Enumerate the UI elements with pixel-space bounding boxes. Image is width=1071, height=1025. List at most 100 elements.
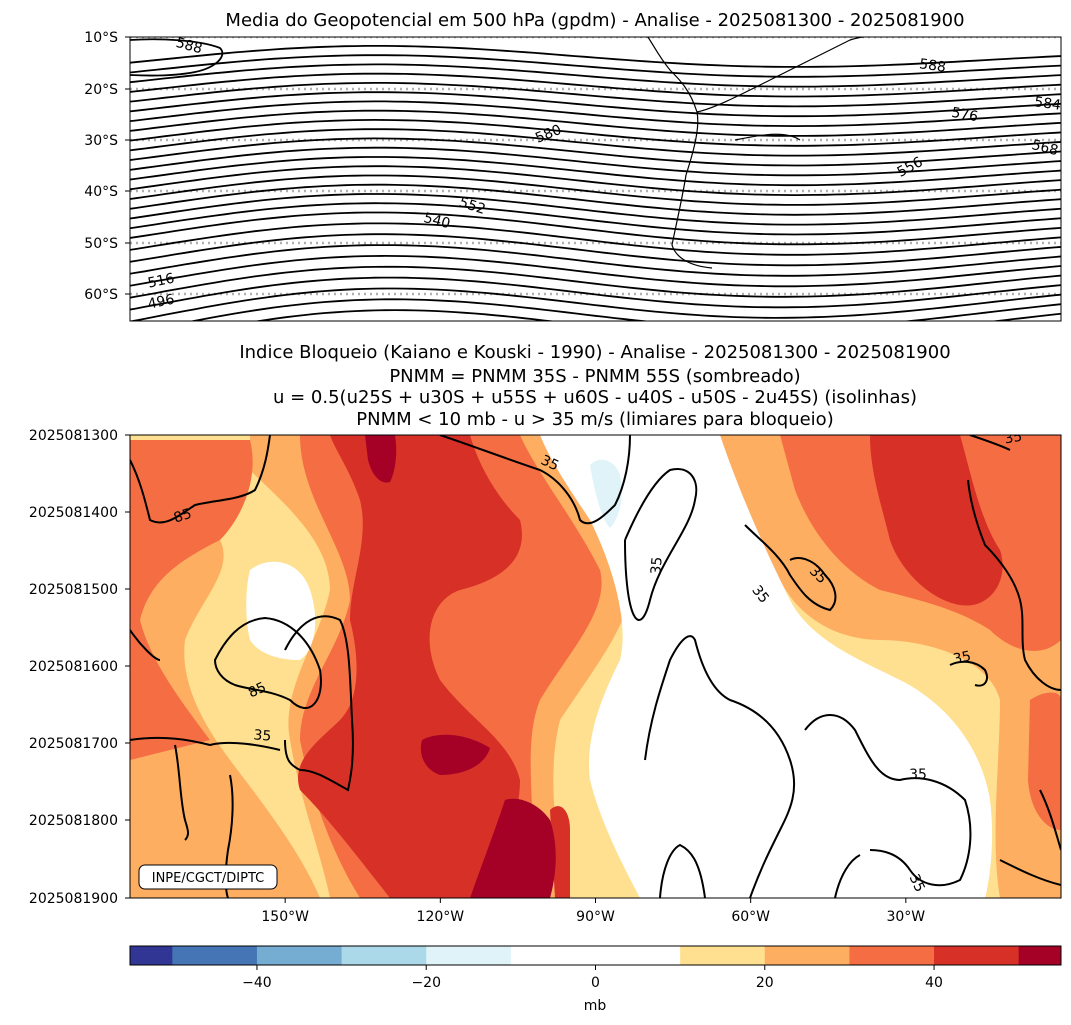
x-tick-label: 120°W xyxy=(417,909,465,925)
geopotential-contour-line xyxy=(130,45,1061,68)
isoline-label: 85 xyxy=(172,506,194,527)
bottom-title-line-3: u = 0.5(u25S + u30S + u55S + u60S - u40S… xyxy=(273,387,917,408)
shade-40-50 xyxy=(298,435,1003,898)
shade-50-plus xyxy=(365,435,556,898)
x-tick-label: 30°W xyxy=(886,909,925,925)
isoline-label: 35 xyxy=(906,872,928,895)
geopotential-contour-line xyxy=(130,137,1061,167)
geopotential-contour-line xyxy=(130,146,1061,177)
y-tick-label: 50°S xyxy=(84,236,118,252)
y-tick-label: 60°S xyxy=(84,287,118,303)
x-tick-label: 150°W xyxy=(261,909,309,925)
geopotential-contour-line xyxy=(130,254,1061,288)
y-tick-label: 2025081500 xyxy=(29,582,118,598)
geopotential-contour-line xyxy=(130,54,1061,78)
geopotential-contour-line xyxy=(130,156,1061,187)
geopotential-contour-line xyxy=(130,100,1061,128)
colorbar-segment xyxy=(680,946,766,965)
bottom-title-line-1: Indice Bloqueio (Kaiano e Kouski - 1990)… xyxy=(239,342,950,363)
geopotential-contour-line xyxy=(130,265,1061,299)
bottom-title-line-4: PNMM < 10 mb - u > 35 m/s (limiares para… xyxy=(356,409,833,430)
shade-minus10-0 xyxy=(590,459,622,528)
y-tick-label: 2025081600 xyxy=(29,659,118,675)
geopotential-contour-line xyxy=(130,91,1061,118)
geopotential-contour-line xyxy=(130,287,1061,321)
colorbar-segment xyxy=(1018,946,1062,965)
x-tick-label: 90°W xyxy=(576,909,615,925)
geopotential-contour-line xyxy=(130,174,1061,206)
colorbar-tick-label: −20 xyxy=(411,975,441,991)
y-tick-label: 30°S xyxy=(84,133,118,149)
y-tick-label: 2025081300 xyxy=(29,428,118,444)
contour-label: 588 xyxy=(918,56,947,76)
colorbar-segment xyxy=(595,946,681,965)
isoline-label: 35 xyxy=(952,648,973,667)
shade-0-10 xyxy=(246,435,993,898)
isoline-label: 35 xyxy=(253,727,272,744)
u-isoline-labels: 35 85 35 35 35 85 35 35 35 35 35 xyxy=(172,429,1024,895)
geopotential-map: 588 588 584 576 580 568 556 552 540 516 … xyxy=(130,35,1062,321)
geopotential-contour-line xyxy=(130,165,1061,197)
y-tick-label: 2025081400 xyxy=(29,505,118,521)
coastline xyxy=(647,37,865,269)
credit-box xyxy=(138,864,278,890)
top-title: Media do Geopotencial em 500 hPa (gpdm) … xyxy=(225,10,964,31)
geopotential-contour-line xyxy=(189,298,1061,321)
isoline-label: 85 xyxy=(246,679,269,701)
colorbar-segment xyxy=(256,946,343,965)
colorbar-segment xyxy=(172,946,258,965)
geopotential-contour-line xyxy=(130,72,1061,98)
colorbar-tick-label: 20 xyxy=(756,975,774,991)
geopotential-contours xyxy=(130,45,1061,321)
geopotential-contour-line xyxy=(130,118,1061,147)
y-tick-label: 2025081700 xyxy=(29,736,118,752)
bottom-title-line-2: PNMM = PNMM 35S - PNMM 55S (sombreado) xyxy=(389,366,800,387)
geopotential-contour-line xyxy=(130,63,1061,88)
contour-label: 568 xyxy=(1030,137,1060,159)
colorbar-segment xyxy=(849,946,935,965)
contour-label: 496 xyxy=(146,291,176,312)
geopotential-contour-line xyxy=(130,193,1061,226)
geopotential-contour-line xyxy=(253,309,1061,321)
colorbar-label: mb xyxy=(584,998,607,1014)
geopotential-contour-line xyxy=(130,82,1061,108)
colorbar-segment xyxy=(934,946,1020,965)
credit-text: INPE/CGCT/DIPTC xyxy=(152,871,264,886)
contour-label: 588 xyxy=(174,35,204,57)
y-tick-label: 10°S xyxy=(84,30,118,46)
top-y-axis: 10°S 20°S 30°S 40°S 50°S 60°S xyxy=(84,30,130,303)
geopotential-contour-line xyxy=(130,211,1061,246)
colorbar-tick-label: 0 xyxy=(591,975,600,991)
geopotential-contour-line xyxy=(130,244,1061,277)
y-tick-label: 40°S xyxy=(84,184,118,200)
y-tick-label: 2025081800 xyxy=(29,813,118,829)
isoline-label: 35 xyxy=(648,556,665,575)
geopotential-contour-line xyxy=(130,222,1061,256)
geopotential-contour-line xyxy=(130,202,1061,236)
top-axes-frame xyxy=(129,36,1062,322)
isoline-label: 35 xyxy=(1003,429,1023,448)
u-isolines xyxy=(130,435,1061,898)
geopotential-contour-line xyxy=(130,233,1061,267)
bottom-x-axis: 150°W 120°W 90°W 60°W 30°W xyxy=(261,898,925,925)
geopotential-contour-line xyxy=(130,276,1061,311)
contour-588-closed xyxy=(130,38,224,77)
bottom-y-axis: 2025081300 2025081400 2025081500 2025081… xyxy=(29,428,130,907)
contour-label: 584 xyxy=(1033,94,1062,114)
colorbar-segment xyxy=(341,946,427,965)
blocking-index-heatmap: 35 85 35 35 35 85 35 35 35 35 35 xyxy=(130,429,1061,898)
geopotential-contour-line xyxy=(130,183,1061,216)
geopotential-contour-line xyxy=(130,128,1061,157)
contour-label: 552 xyxy=(457,194,487,217)
contour-label: 516 xyxy=(146,270,176,291)
colorbar-segment xyxy=(510,946,596,965)
colorbar-segment xyxy=(426,946,512,965)
colorbar-tick-label: −40 xyxy=(242,975,272,991)
x-tick-label: 60°W xyxy=(731,909,770,925)
y-tick-label: 2025081900 xyxy=(29,891,118,907)
colorbar-segment xyxy=(764,946,850,965)
colorbar: −40 −20 0 20 40 xyxy=(129,945,1062,991)
isoline-label: 35 xyxy=(909,767,927,783)
isoline-label: 35 xyxy=(538,452,561,474)
